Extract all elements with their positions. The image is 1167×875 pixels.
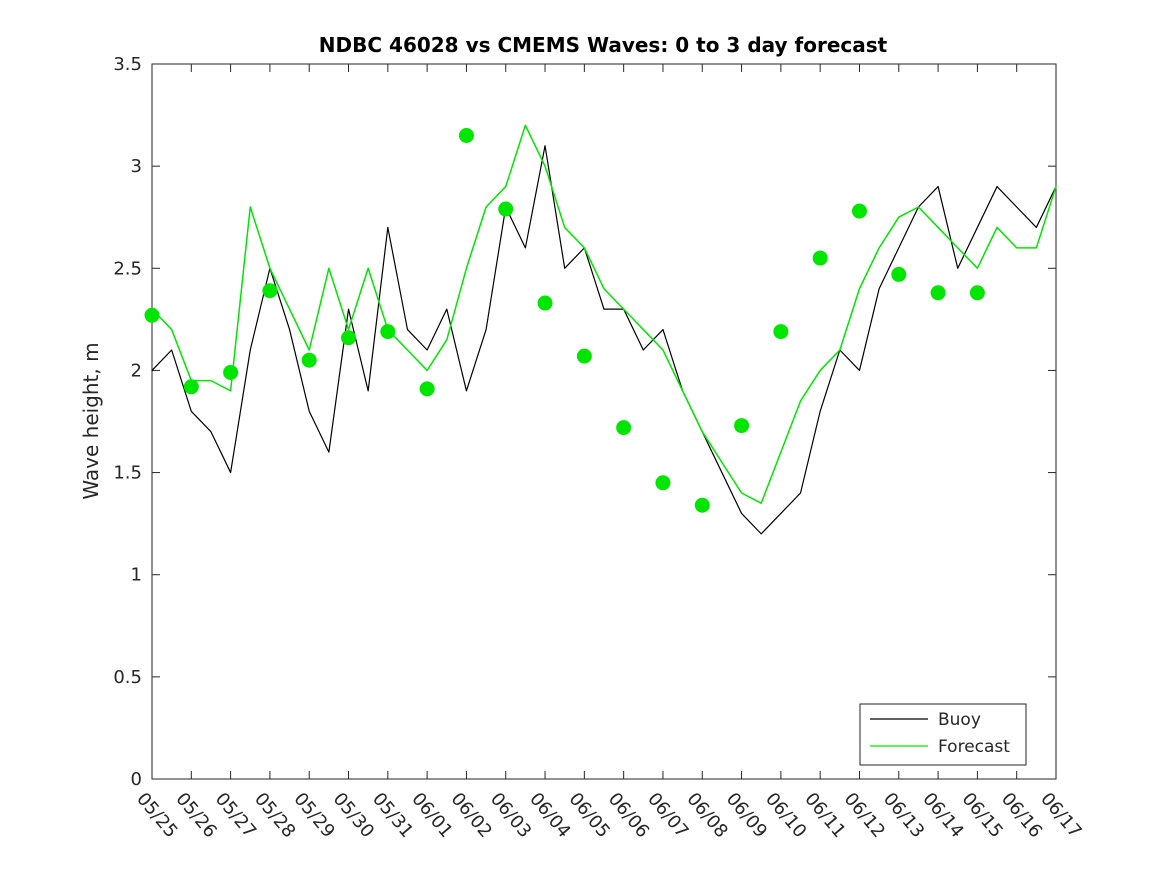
y-axis-label: Wave height, m (79, 342, 103, 499)
forecast-series-line (151, 124, 1057, 504)
legend-forecast-label: Forecast (938, 737, 1010, 757)
forecast-marker (301, 352, 317, 368)
y-tick-label: 0 (131, 769, 142, 790)
forecast-marker (458, 128, 474, 143)
legend-box (859, 703, 1027, 766)
forecast-marker (498, 201, 514, 217)
forecast-marker (616, 420, 632, 436)
forecast-marker (812, 250, 828, 266)
forecast-marker (576, 348, 592, 364)
buoy-series-line (151, 145, 1057, 535)
forecast-marker (183, 379, 199, 395)
forecast-marker (891, 266, 907, 282)
forecast-marker (223, 364, 239, 380)
forecast-marker (655, 475, 671, 491)
forecast-marker (380, 324, 396, 340)
forecast-marker (851, 203, 867, 219)
legend-buoy-label: Buoy (938, 710, 981, 730)
forecast-marker (537, 295, 553, 311)
forecast-marker (969, 285, 985, 301)
chart-title: NDBC 46028 vs CMEMS Waves: 0 to 3 day fo… (319, 33, 888, 57)
forecast-marker (694, 497, 710, 513)
forecast-marker (930, 285, 946, 301)
forecast-marker (419, 381, 435, 397)
series-layer (151, 124, 1057, 535)
legend: Buoy Forecast (859, 703, 1027, 766)
y-tick-label: 1 (131, 565, 142, 586)
forecast-marker (144, 307, 160, 323)
y-axis-ticks: 0 0.5 1 1.5 2 2.5 3 3.5 (113, 54, 1056, 790)
y-tick-label: 1.5 (113, 463, 142, 484)
plot-frame (151, 63, 1057, 780)
y-tick-label: 2.5 (113, 258, 142, 279)
forecast-marker (262, 283, 278, 299)
y-tick-label: 3.5 (113, 54, 142, 75)
y-tick-label: 3 (131, 156, 142, 177)
marker-layer (144, 128, 985, 513)
forecast-marker (341, 330, 357, 346)
forecast-marker (734, 418, 750, 434)
forecast-marker (773, 324, 789, 340)
y-tick-label: 0.5 (113, 667, 142, 688)
y-tick-label: 2 (131, 360, 142, 381)
